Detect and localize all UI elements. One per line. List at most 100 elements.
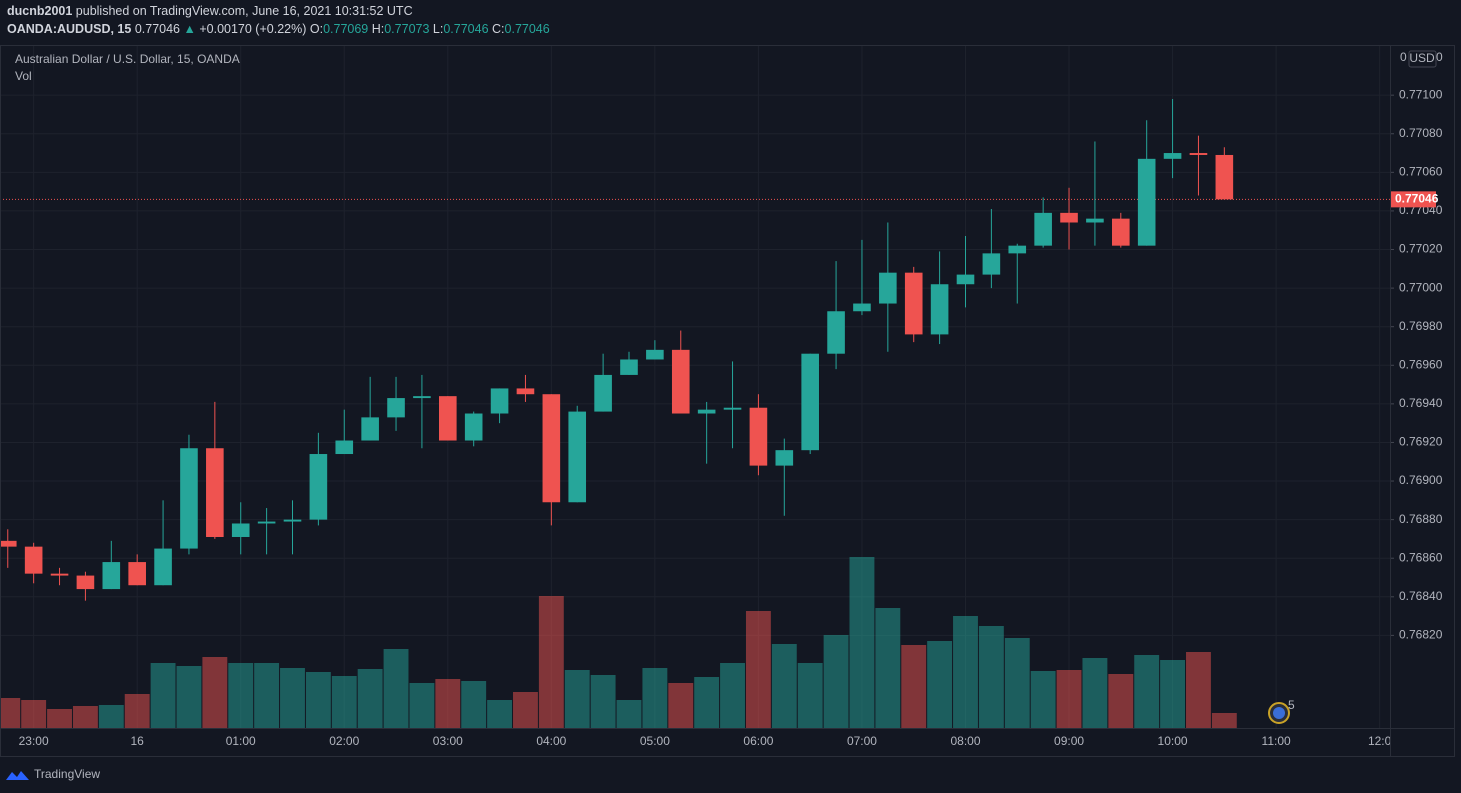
volume-bar: [47, 709, 72, 728]
candle-body: [439, 396, 457, 441]
currency-box[interactable]: [1408, 50, 1437, 68]
x-tick-label: 23:00: [19, 734, 49, 748]
candle-body: [801, 353, 819, 451]
candle-body: [827, 311, 845, 354]
candle-body: [0, 540, 17, 547]
frame: [0, 45, 1455, 757]
x-tick-label: 01:00: [226, 734, 256, 748]
h-label: H:: [372, 22, 385, 36]
volume-bar: [331, 676, 357, 728]
candle-body: [930, 284, 949, 335]
candle-body: [464, 413, 483, 441]
plot: 0.76820 0.76840 0.76860 0.76880 0.76900 0.769…: [0, 45, 1443, 748]
candle-body: [50, 573, 69, 576]
volume-bar: [124, 694, 150, 728]
volume-bar: [513, 692, 538, 728]
volume-bar: [228, 663, 254, 728]
brand: TradingView: [34, 767, 100, 781]
x-tick-label: 02:00: [329, 734, 359, 748]
volume-bar: [280, 668, 305, 728]
event-flag: [1273, 707, 1285, 719]
candle-body: [853, 303, 871, 312]
volume-bar: [823, 635, 849, 728]
volume-bar: [1056, 670, 1082, 728]
candle-body: [1112, 218, 1130, 246]
y-tick-label: 0.76860: [1399, 550, 1443, 564]
volume-bar: [745, 611, 771, 728]
y-tick-label: 0.77000: [1399, 280, 1443, 294]
published: published on TradingView.com, June 16, 2…: [76, 4, 413, 18]
last-price-label: 0.77046: [1395, 192, 1439, 206]
candle-body: [102, 562, 121, 590]
volume-bar: [953, 616, 978, 728]
brand-logo: [6, 771, 29, 780]
x-tick-label: 05:00: [640, 734, 670, 748]
candle-body: [516, 388, 535, 395]
candle-body: [956, 274, 975, 285]
volume-bar: [616, 700, 642, 728]
c-value: 0.77046: [505, 22, 550, 36]
candle-body: [775, 450, 794, 466]
candle-body: [335, 440, 354, 455]
candle-body: [1034, 212, 1052, 246]
h-value: 0.77073: [384, 22, 429, 36]
x-tick-label: 06:00: [743, 734, 773, 748]
scale-label: 0: [1436, 50, 1443, 64]
x-tick-label: 07:00: [847, 734, 877, 748]
candle-body: [982, 253, 1001, 275]
c-label: C:: [492, 22, 505, 36]
y-tick-label: 0.76940: [1399, 396, 1443, 410]
candle-body: [283, 519, 302, 522]
y-tick-label: 0.76840: [1399, 589, 1443, 603]
candle-body: [879, 272, 897, 304]
currency: USD: [1409, 51, 1435, 65]
volume-bar: [1108, 674, 1134, 728]
author: ducnb2001: [7, 4, 72, 18]
volume-bar: [642, 668, 668, 728]
volume-bar: [461, 681, 487, 728]
candle-body: [387, 398, 405, 418]
candle-body: [1163, 153, 1182, 159]
x-tick-label: 16: [131, 734, 145, 748]
volume-bar: [357, 669, 383, 728]
volume-bar: [1082, 658, 1108, 728]
volume-bar: [305, 672, 331, 728]
volume-bar: [72, 706, 98, 728]
symbol: OANDA:AUDUSD, 15: [7, 22, 131, 36]
publish-line: ducnb2001 published on TradingView.com, …: [7, 4, 413, 18]
last: 0.77046: [135, 22, 180, 36]
volume-bar: [1134, 655, 1160, 728]
volume-bar: [150, 663, 176, 728]
x-tick-label: 10:00: [1158, 734, 1188, 748]
volume-bar: [21, 700, 47, 728]
volume-bar: [797, 663, 823, 728]
candle-body: [1189, 153, 1208, 155]
arrow: ▲: [183, 22, 195, 36]
scale-label: 0: [1400, 50, 1407, 64]
y-tick-label: 0.76980: [1399, 319, 1443, 333]
candle-body: [154, 548, 172, 586]
volume-bar: [978, 626, 1004, 728]
volume-bar: [1211, 713, 1237, 728]
candle-body: [646, 349, 664, 360]
candle-body: [1008, 245, 1027, 254]
candle-body: [723, 407, 742, 410]
l-label: L:: [433, 22, 443, 36]
volume-bar: [668, 683, 694, 728]
candle-body: [180, 448, 198, 549]
last-price-box: [1390, 191, 1436, 208]
volume-bar: [1030, 671, 1056, 728]
candle-body: [231, 523, 250, 537]
candle-body: [620, 359, 638, 375]
x-tick-label: 11:00: [1262, 734, 1291, 748]
candle-body: [594, 374, 612, 412]
candle-body: [128, 562, 146, 586]
volume-bar: [409, 683, 435, 728]
volume-bar: [1160, 660, 1186, 728]
x-tick-label: 12:0: [1368, 734, 1392, 748]
volume-bar: [849, 557, 875, 728]
candle-body: [413, 396, 431, 399]
volume-bar: [538, 596, 564, 728]
y-tick-label: 0.77100: [1399, 87, 1443, 101]
